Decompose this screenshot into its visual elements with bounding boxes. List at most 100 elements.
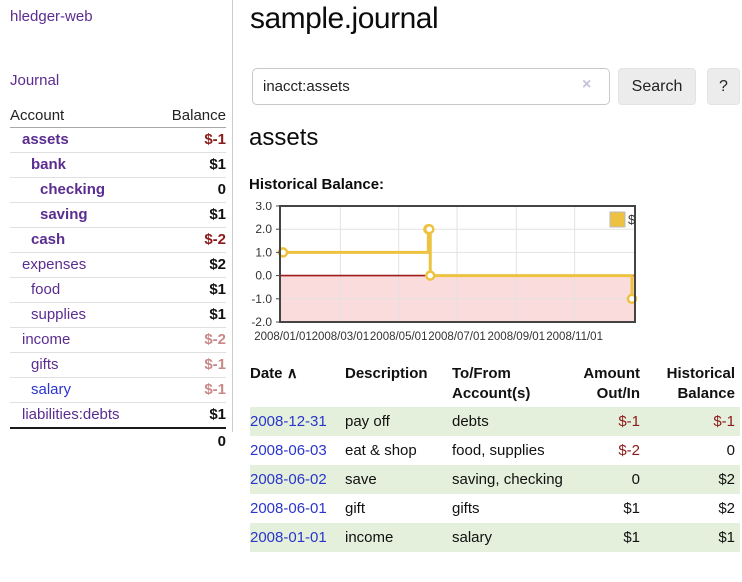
account-row: checking 0 [10, 178, 226, 203]
balance-column-header: Historical Balance [666, 365, 735, 403]
account-balance: $-1 [204, 131, 226, 148]
account-row: liabilities:debts $1 [10, 403, 226, 427]
x-axis-label: 2008/11/01 [546, 331, 603, 343]
account-link[interactable]: saving [40, 206, 88, 223]
transaction-amount: 0 [631, 470, 640, 488]
transaction-date-link[interactable]: 2008-06-03 [250, 441, 327, 459]
search-button[interactable]: Search [618, 68, 696, 105]
legend-swatch [609, 211, 626, 228]
balance-column-header: Balance [171, 107, 226, 124]
account-balance: $2 [209, 256, 226, 273]
sidebar: hledger-web Journal Account Balance asse… [0, 0, 232, 582]
register-table-body: 2008-12-31 pay off debts $-1 $-1 2008-06-03 ea… [250, 406, 740, 552]
account-link[interactable]: liabilities:debts [22, 406, 120, 423]
account-row: expenses $2 [10, 253, 226, 278]
brand-link[interactable]: hledger-web [10, 8, 93, 25]
transaction-accounts: debts [452, 412, 489, 430]
account-link[interactable]: checking [40, 181, 106, 198]
y-axis-label: -1.0 [251, 292, 272, 306]
transaction-date-link[interactable]: 2008-01-01 [250, 528, 327, 546]
sort-ascending-icon: ∧ [286, 365, 298, 382]
account-link[interactable]: cash [31, 231, 66, 248]
x-axis-label: 2008/03/01 [312, 331, 370, 343]
register-row: 2008-06-02 save saving, checking 0 $2 [250, 464, 740, 494]
transaction-date-link[interactable]: 2008-06-02 [250, 470, 327, 488]
data-point [424, 270, 436, 281]
account-link[interactable]: income [22, 331, 71, 348]
register-row: 2008-06-01 gift gifts $1 $2 [250, 494, 740, 523]
transaction-accounts: food, supplies [452, 441, 545, 459]
page-title: sample.journal [250, 2, 439, 35]
transaction-description: save [345, 470, 377, 488]
register-row: 2008-06-03 eat & shop food, supplies $-2 0 [250, 436, 740, 465]
account-heading: assets [249, 124, 319, 151]
transaction-amount: $1 [623, 528, 640, 546]
account-row: salary $-1 [10, 378, 226, 403]
transaction-amount: $-2 [618, 441, 640, 459]
account-link[interactable]: gifts [31, 356, 59, 373]
transaction-amount: $1 [623, 499, 640, 517]
x-axis-label: 2008/01/01 [254, 331, 312, 343]
chart-title: Historical Balance: [249, 176, 385, 193]
transaction-description: income [345, 528, 394, 546]
y-axis-label: 2.0 [255, 222, 272, 236]
transaction-accounts: saving, checking [452, 470, 563, 488]
search-form: × Search ? [252, 68, 740, 105]
accounts-table-body: assets $-1 bank $1 checking 0 saving $1 cash $-2 e… [10, 128, 226, 427]
account-balance: $1 [209, 306, 226, 323]
account-row: cash $-2 [10, 228, 226, 253]
register-table: Date ∧ Description To/From Account(s) Am… [250, 362, 740, 552]
data-point [424, 223, 435, 235]
transaction-description: eat & shop [345, 441, 417, 459]
transaction-date-link[interactable]: 2008-12-31 [250, 412, 327, 430]
account-row: income $-2 [10, 328, 226, 353]
account-balance: $-1 [204, 356, 226, 373]
search-input[interactable] [252, 68, 610, 105]
x-axis-label: 2008/09/01 [488, 331, 546, 343]
account-balance: $-2 [204, 231, 226, 248]
account-link[interactable]: supplies [31, 306, 87, 323]
transaction-balance: $2 [718, 499, 735, 517]
y-axis-label: 3.0 [255, 202, 272, 213]
transaction-description: gift [345, 499, 366, 517]
y-axis-label: 1.0 [255, 245, 272, 259]
account-row: food $1 [10, 278, 226, 303]
account-balance: $-2 [204, 331, 226, 348]
date-column-header[interactable]: Date ∧ [250, 365, 298, 382]
account-link[interactable]: food [31, 281, 61, 298]
help-button[interactable]: ? [707, 68, 740, 105]
account-balance: $-1 [204, 381, 226, 398]
transaction-balance: $1 [718, 528, 735, 546]
sidebar-item-journal[interactable]: Journal [10, 72, 60, 89]
account-row: bank $1 [10, 153, 226, 178]
description-column-header: Description [345, 365, 428, 382]
transaction-date-link[interactable]: 2008-06-01 [250, 499, 327, 517]
account-link[interactable]: assets [22, 131, 69, 148]
register-header-row: Date ∧ Description To/From Account(s) Am… [250, 362, 740, 407]
transaction-description: pay off [345, 412, 390, 430]
account-balance: $1 [209, 156, 226, 173]
account-link[interactable]: expenses [22, 256, 87, 273]
accounts-table-header: Account Balance [10, 104, 226, 128]
account-balance: 0 [217, 181, 226, 198]
account-link[interactable]: bank [31, 156, 67, 173]
register-row: 2008-12-31 pay off debts $-1 $-1 [250, 406, 740, 436]
account-row: supplies $1 [10, 303, 226, 328]
account-balance: $1 [209, 206, 226, 223]
x-axis-label: 2008/05/01 [370, 331, 428, 343]
plot-border [279, 205, 636, 323]
account-link[interactable]: salary [31, 381, 72, 398]
account-row: assets $-1 [10, 128, 226, 153]
clear-search-icon[interactable]: × [582, 76, 592, 93]
y-axis-label: -2.0 [251, 315, 272, 329]
account-row: saving $1 [10, 203, 226, 228]
tofrom-column-header: To/From Account(s) [452, 365, 531, 403]
balance-chart: $3.0 2.0 1.0 0.0 -1.0 -2.0 2008/01/01 2008/03/0… [251, 202, 638, 343]
y-axis-label: 0.0 [255, 269, 272, 283]
amount-column-header: Amount Out/In [583, 365, 640, 403]
transaction-accounts: gifts [452, 499, 480, 517]
account-balance: $1 [209, 406, 226, 423]
transaction-balance: $2 [718, 470, 735, 488]
sidebar-divider [232, 0, 233, 432]
